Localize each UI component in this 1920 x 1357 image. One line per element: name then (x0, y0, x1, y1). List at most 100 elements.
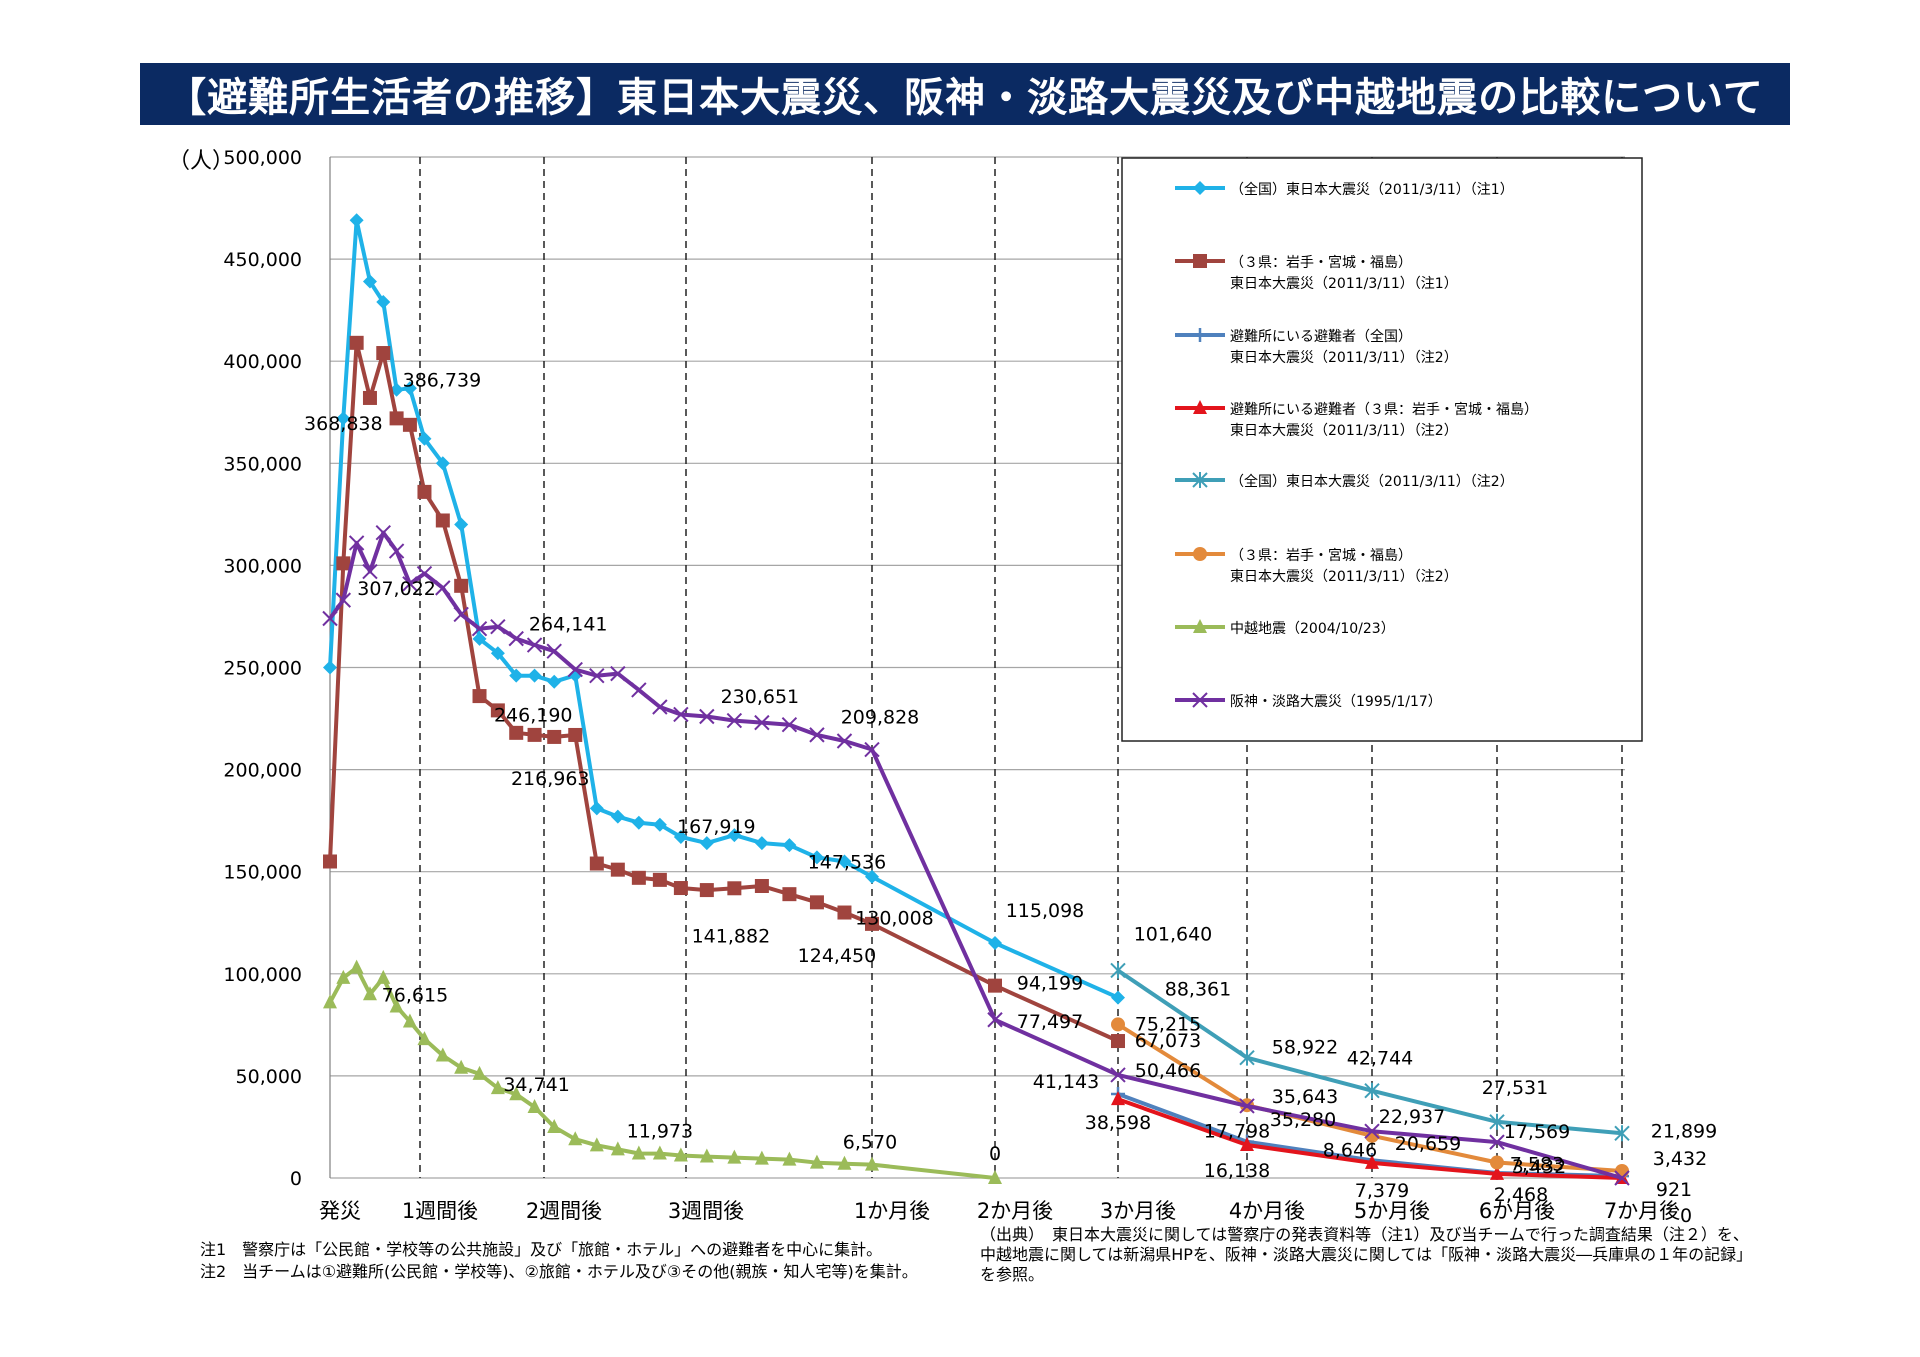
data-point (1111, 1034, 1125, 1049)
data-point (1193, 181, 1207, 195)
y-tick-label: 250,000 (223, 658, 302, 680)
data-label: 368,838 (304, 413, 383, 435)
data-point (1614, 1170, 1630, 1186)
legend-label: 東日本大震災（2011/3/11）（注2） (1230, 423, 1458, 439)
data-point (610, 862, 625, 877)
data-label: 101,640 (1134, 923, 1213, 945)
data-point (376, 346, 391, 361)
data-point (527, 668, 542, 683)
y-tick-label: 150,000 (223, 862, 302, 884)
data-point (490, 618, 506, 635)
data-point (1365, 1154, 1379, 1169)
x-tick-label: 5か月後 (1354, 1199, 1430, 1223)
data-point (589, 1137, 604, 1152)
data-point (435, 1047, 450, 1062)
data-point (472, 631, 487, 646)
data-point (546, 643, 562, 659)
data-point (490, 1080, 505, 1095)
data-point (781, 716, 798, 733)
data-label: 35,643 (1272, 1086, 1338, 1108)
data-point (335, 592, 352, 608)
data-label: 58,922 (1272, 1037, 1338, 1059)
data-point (490, 703, 505, 718)
data-point (547, 674, 562, 689)
data-point (1111, 990, 1125, 1005)
data-label: 77,497 (1017, 1011, 1083, 1033)
data-point (471, 620, 488, 637)
data-point (1193, 254, 1207, 268)
data-label: 167,919 (677, 816, 756, 838)
data-point (652, 699, 668, 715)
data-point (1193, 400, 1207, 414)
data-point (837, 1155, 852, 1170)
y-axis-label: （人） (168, 149, 234, 174)
data-point (699, 883, 714, 898)
data-point (389, 411, 404, 426)
data-point (547, 1118, 562, 1133)
data-point (988, 935, 1002, 950)
data-point (754, 714, 770, 731)
title-bar: 【避難所生活者の推移】東日本大震災、阪神・淡路大震災及び中越地震の比較について (140, 63, 1790, 125)
data-point (1193, 328, 1207, 342)
data-label: 264,141 (529, 614, 608, 636)
data-label: 130,008 (855, 908, 934, 930)
data-point (453, 606, 469, 623)
legend-label: （３県：岩手・宮城・福島） (1230, 255, 1412, 271)
x-tick-label: 7か月後 (1604, 1199, 1680, 1223)
data-point (526, 637, 543, 653)
data-point (454, 517, 469, 532)
data-point (836, 733, 853, 749)
data-label: 0 (989, 1143, 1001, 1165)
data-point (1192, 692, 1208, 708)
data-point (435, 456, 450, 471)
data-point (782, 1151, 797, 1166)
x-tick-label: 1週間後 (402, 1199, 478, 1223)
data-point (323, 854, 337, 869)
data-point (837, 905, 852, 920)
data-point (472, 1065, 487, 1080)
data-point (402, 417, 417, 432)
data-point (362, 390, 377, 405)
data-label: 307,022 (357, 578, 436, 600)
data-label: 11,973 (627, 1121, 693, 1143)
legend (1121, 157, 1643, 742)
data-point (727, 1149, 742, 1164)
data-label: 6,570 (843, 1132, 897, 1154)
x-tick-label: 1か月後 (854, 1199, 930, 1223)
data-point (1489, 1134, 1505, 1150)
legend-label: 東日本大震災（2011/3/11）（注2） (1230, 569, 1458, 585)
data-point (631, 682, 647, 698)
data-point (362, 274, 377, 289)
y-tick-label: 350,000 (223, 453, 302, 475)
data-point (527, 727, 542, 742)
data-label: 386,739 (403, 369, 482, 391)
data-label: 17,569 (1504, 1121, 1570, 1143)
data-point (652, 872, 667, 887)
data-point (1614, 1125, 1630, 1142)
data-label: 67,073 (1135, 1030, 1201, 1052)
data-label: 41,143 (1033, 1071, 1099, 1093)
data-point (435, 513, 450, 528)
data-point (1490, 1165, 1504, 1180)
data-point (1364, 1123, 1380, 1139)
data-point (754, 836, 769, 851)
y-tick-label: 400,000 (223, 351, 302, 373)
legend-label: 避難所にいる避難者（３県：岩手・宮城・福島） (1230, 402, 1538, 418)
data-point (417, 431, 432, 446)
data-label: 34,741 (503, 1074, 569, 1096)
legend-label: 東日本大震災（2011/3/11）（注1） (1230, 276, 1458, 292)
data-point (348, 535, 365, 551)
data-label: 141,882 (692, 925, 771, 947)
data-point (610, 809, 625, 824)
data-point (809, 850, 824, 865)
x-tick-label: 3週間後 (668, 1199, 744, 1223)
data-point (610, 1141, 625, 1156)
y-tick-label: 500,000 (223, 147, 302, 169)
data-point (1239, 1098, 1255, 1114)
data-point (1239, 1049, 1255, 1066)
data-point (362, 986, 377, 1001)
data-point (837, 854, 852, 869)
page-title: 【避難所生活者の推移】東日本大震災、阪神・淡路大震災及び中越地震の比較について (166, 75, 1764, 121)
data-point (1110, 1067, 1126, 1083)
